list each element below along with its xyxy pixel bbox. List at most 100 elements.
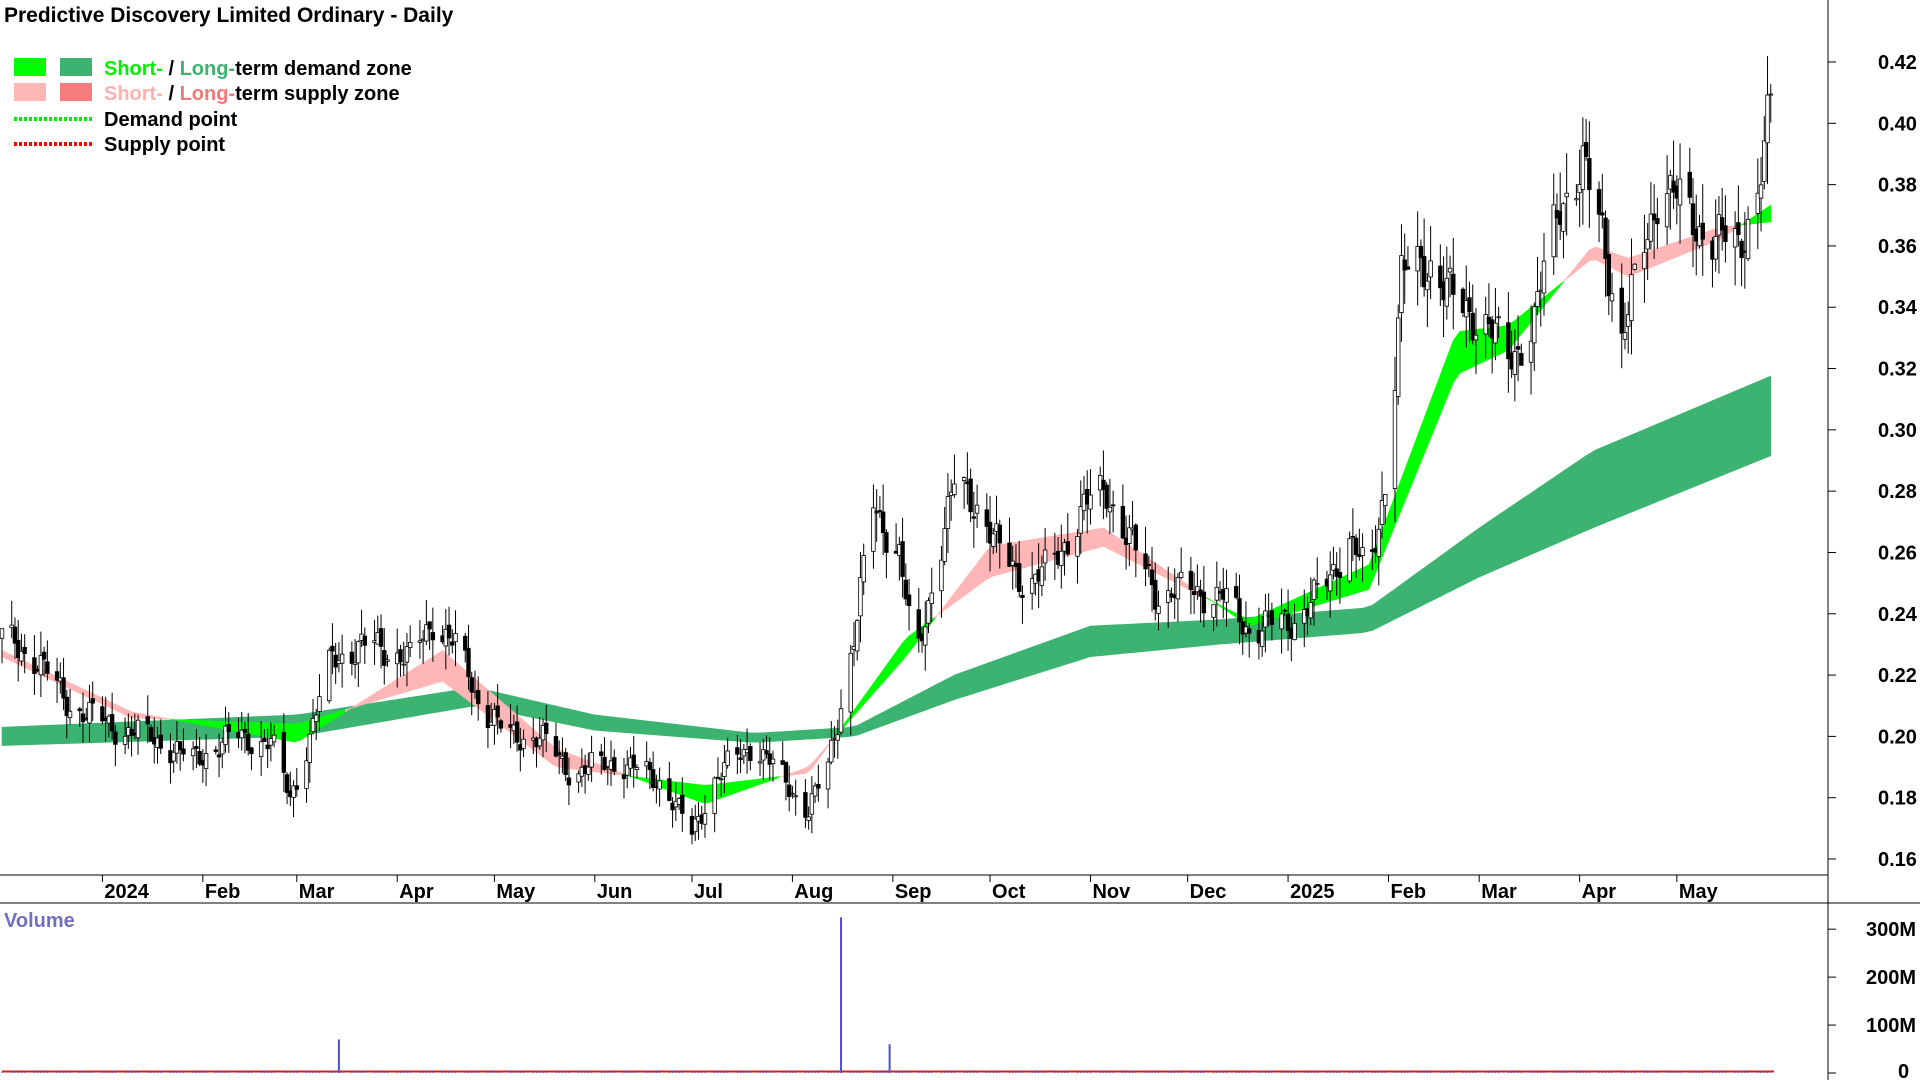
candle-body (294, 785, 299, 790)
candle-body (1619, 287, 1624, 334)
candle-body (693, 818, 698, 833)
zone-segment (455, 661, 463, 697)
candle-body (952, 483, 957, 495)
candle-body (1739, 240, 1744, 259)
candle-body (317, 696, 322, 712)
chart-title: Predictive Discovery Limited Ordinary - … (4, 4, 454, 27)
candle-body (1214, 586, 1220, 601)
zone-segment (779, 730, 790, 742)
candle-body (246, 733, 251, 751)
legend-supply-zone-label: Short- / Long-term supply zone (104, 83, 400, 105)
x-tick-label: May (496, 881, 536, 903)
candle-body (181, 748, 186, 755)
zone-segment (416, 662, 424, 690)
candle-body (906, 594, 912, 606)
candle-body (362, 635, 368, 646)
zone-segment (254, 722, 262, 737)
candle-body (1690, 203, 1696, 236)
candle-body (284, 774, 290, 794)
candle-body (735, 747, 740, 755)
candle-body (1234, 586, 1239, 598)
y-tick-label: 0.26 (1878, 542, 1917, 564)
zone-segment (60, 724, 71, 745)
candle-body (1428, 260, 1433, 278)
candle-body (1143, 553, 1148, 570)
candle-body (220, 741, 225, 755)
zone-segment (1342, 608, 1354, 635)
zone-segment (1430, 555, 1441, 602)
candle-body (997, 524, 1002, 544)
candle-body (1188, 570, 1194, 590)
zone-segment (1138, 622, 1150, 653)
candle-body (1723, 225, 1728, 243)
candle-body (926, 600, 931, 624)
candle-body (304, 760, 309, 789)
zone-segment (1022, 646, 1033, 679)
candle-body (1110, 504, 1116, 507)
candle-body (450, 641, 455, 646)
candle-body (553, 736, 559, 757)
candle-body (929, 592, 934, 605)
candle-body (109, 714, 115, 732)
zone-segment (1323, 610, 1334, 637)
zone-segment (1660, 244, 1668, 264)
zone-segment (1731, 387, 1742, 472)
candle-body (812, 785, 818, 797)
candle-body (790, 792, 795, 795)
candle-body (194, 746, 199, 749)
candle-body (77, 708, 82, 712)
candle-body (599, 751, 604, 757)
candle-body (1418, 245, 1424, 259)
candle-body (100, 706, 105, 722)
candle-body (1156, 605, 1161, 614)
candle-body (718, 778, 724, 781)
price-candles (0, 56, 1773, 845)
candle-body (1269, 610, 1275, 626)
zone-segment (293, 722, 301, 743)
zone-segment (1090, 625, 1101, 658)
candle-body (1583, 142, 1589, 158)
candle-body (22, 646, 27, 654)
candle-body (1732, 228, 1738, 248)
candle-body (1016, 563, 1022, 592)
x-tick-label: May (1679, 881, 1719, 903)
zone-segment (1595, 445, 1606, 528)
candle-body (314, 714, 319, 722)
zone-segment (400, 697, 411, 719)
candle-body (809, 793, 815, 815)
zone-segment (1362, 604, 1373, 634)
candle-body (258, 741, 264, 758)
zone-segment (750, 732, 761, 743)
zone-segment (769, 731, 780, 742)
zone-segment (419, 694, 430, 716)
x-tick-label: Feb (1391, 881, 1427, 903)
candle-body (1425, 280, 1430, 291)
x-tick-label: Apr (399, 881, 434, 903)
candle-body (702, 813, 708, 825)
candle-body (1493, 322, 1498, 344)
y-tick-label: 0.22 (1878, 665, 1917, 687)
candle-body (1088, 494, 1093, 510)
candle-body (61, 677, 66, 699)
candle-body (1564, 192, 1569, 198)
candle-body (407, 641, 413, 649)
zone-segment (1352, 607, 1363, 634)
y-tick-label: 0.36 (1878, 236, 1917, 258)
legend-swatch-short-supply (14, 83, 46, 101)
candle-body (1519, 352, 1524, 366)
candle-body (712, 777, 717, 814)
candle-body (19, 650, 24, 662)
candle-body (1308, 602, 1313, 619)
volume-tick-label: 100M (1866, 1015, 1916, 1037)
candle-body (427, 621, 432, 630)
zone-segment (526, 698, 537, 719)
candle-body (861, 555, 866, 583)
volume-tick-label: 200M (1866, 967, 1916, 989)
zone-segment (1517, 494, 1529, 561)
candle-body (1347, 538, 1352, 582)
candle-body (265, 744, 270, 750)
candle-body (1029, 578, 1035, 594)
candle-body (783, 761, 789, 783)
candle-body (987, 521, 993, 544)
